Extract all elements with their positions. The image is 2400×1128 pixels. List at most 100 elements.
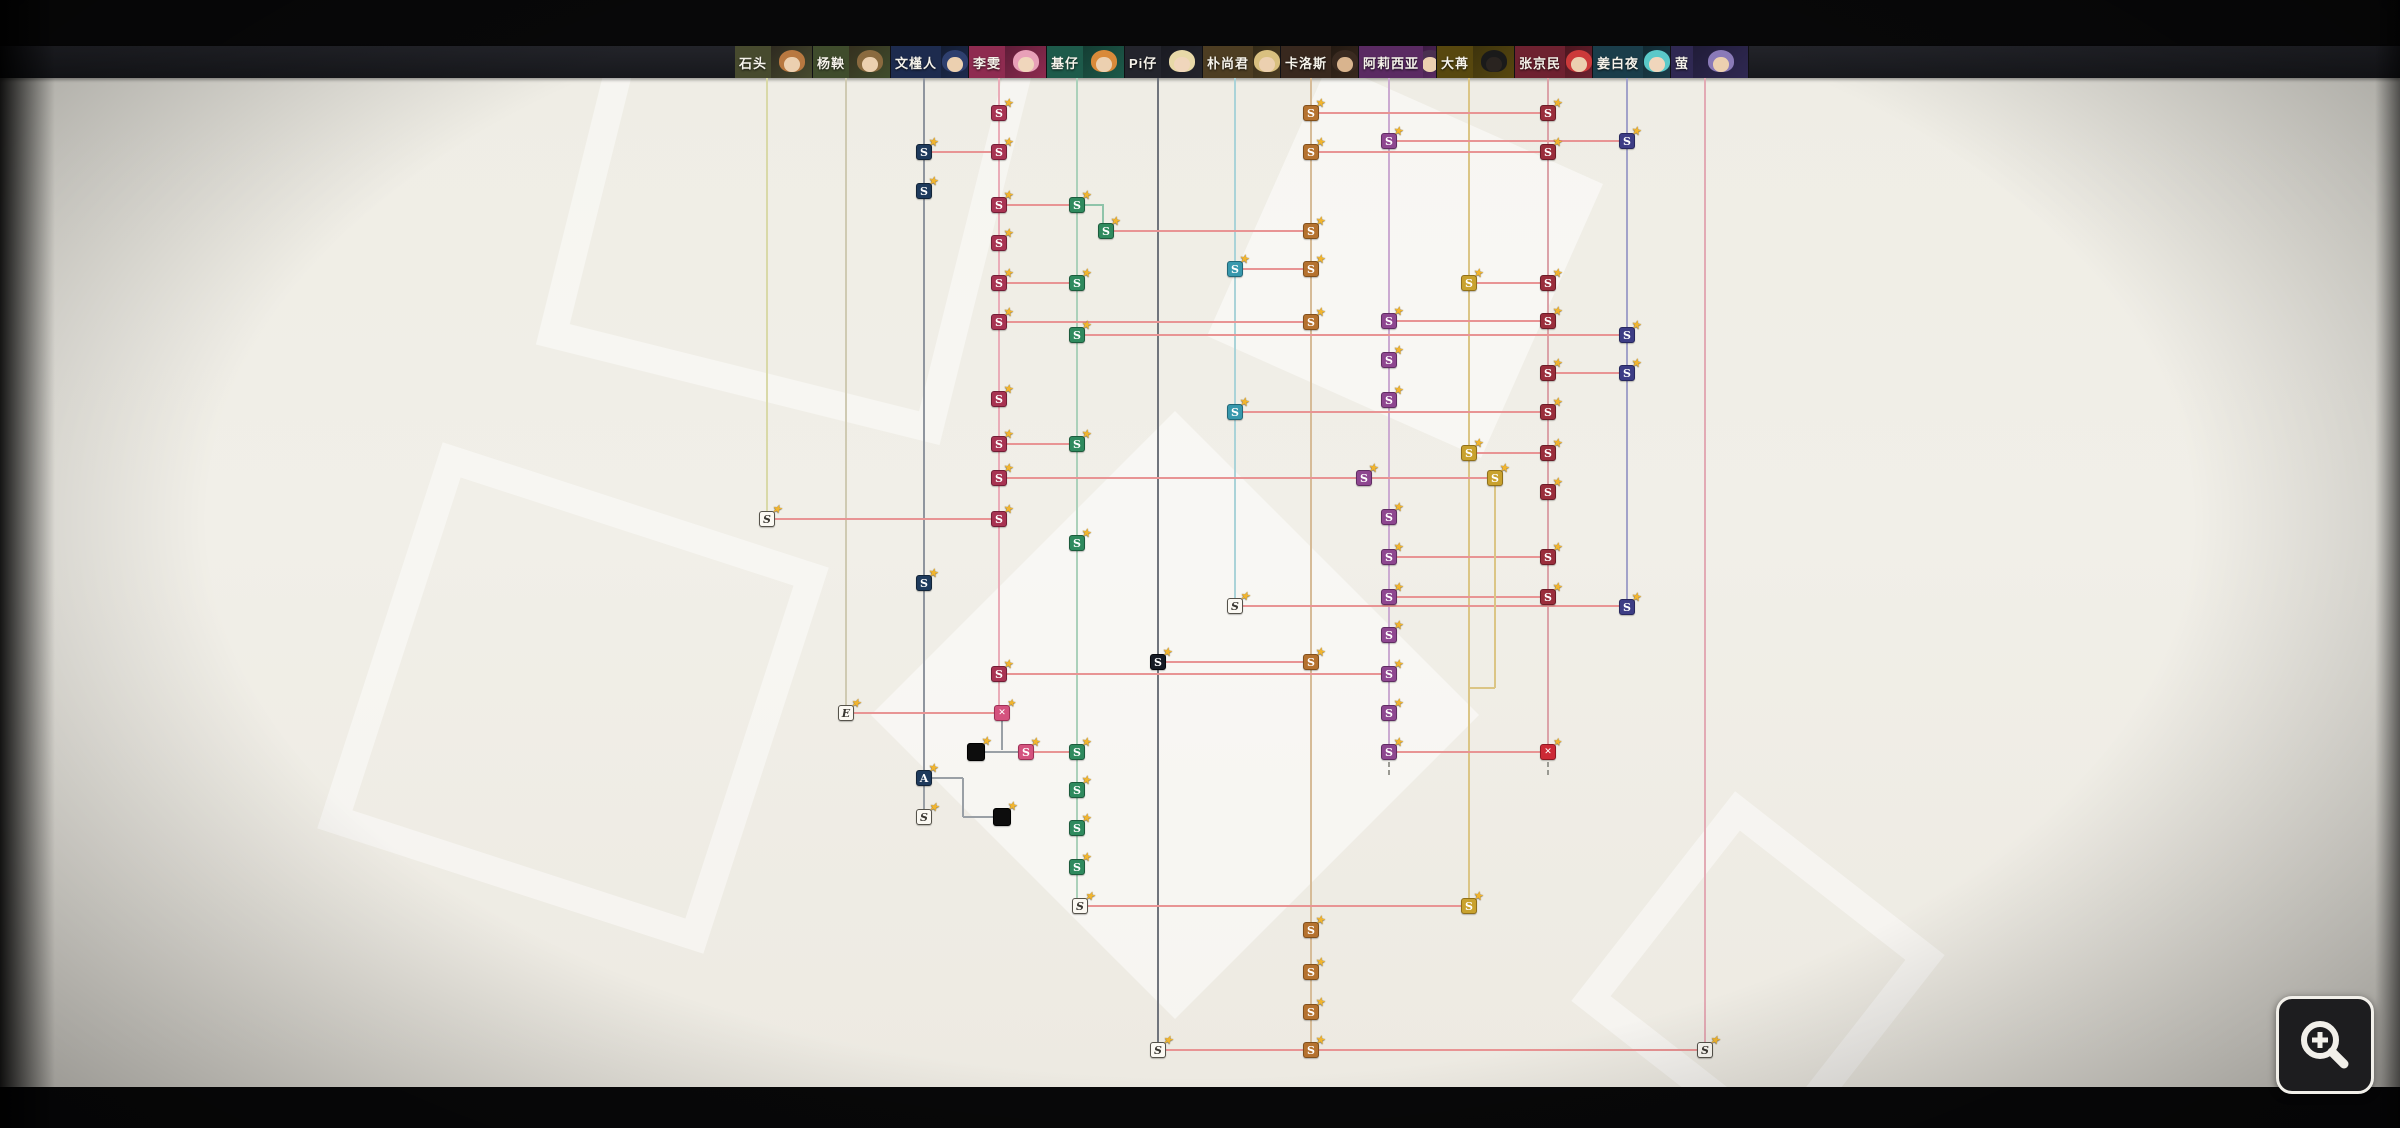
story-node-rank-S[interactable]: S ★ — [1540, 97, 1563, 121]
story-node-rank-S[interactable]: S ★ — [991, 462, 1014, 486]
story-node-rank-S[interactable]: S ★ — [1619, 319, 1642, 343]
story-node-rank-S[interactable]: S ★ — [991, 267, 1014, 291]
story-node-rank-S[interactable]: S ★ — [1150, 1034, 1173, 1058]
story-node-rank-S[interactable]: S ★ — [991, 227, 1014, 251]
story-node-rank-S[interactable]: S ★ — [1018, 736, 1041, 760]
story-node-rank-S[interactable]: S ★ — [1303, 996, 1326, 1020]
story-node-rank-S[interactable]: S ★ — [916, 567, 939, 591]
story-node-rank-S[interactable]: S ★ — [1381, 619, 1404, 643]
story-node-rank-S[interactable]: S ★ — [1227, 253, 1250, 277]
story-connection-line — [1001, 720, 1003, 750]
story-node-rank-S[interactable]: S ★ — [1069, 267, 1092, 291]
character-tab-4[interactable]: 李雯 — [969, 46, 1047, 78]
story-node-rank-S[interactable]: S ★ — [1381, 541, 1404, 565]
story-node-rank-S[interactable]: S ★ — [991, 306, 1014, 330]
story-node-rank-S[interactable]: S ★ — [1303, 253, 1326, 277]
character-tab-10[interactable]: 大苒 — [1437, 46, 1515, 78]
story-node-rank-S[interactable]: S ★ — [759, 503, 782, 527]
character-tab-3[interactable]: 文槿人 — [891, 46, 969, 78]
story-node-rank-S[interactable]: S ★ — [991, 189, 1014, 213]
story-node-rank-S[interactable]: S ★ — [1381, 658, 1404, 682]
story-node-rank-S[interactable]: S ★ — [1303, 646, 1326, 670]
story-node-rank-S[interactable]: S ★ — [1381, 384, 1404, 408]
story-node-rank-S[interactable]: S ★ — [1540, 437, 1563, 461]
story-node-rank-S[interactable]: S ★ — [1303, 306, 1326, 330]
story-node-rank-S[interactable]: S ★ — [1461, 437, 1484, 461]
story-node-rank-S[interactable]: S ★ — [1540, 267, 1563, 291]
story-node-rank-S[interactable]: S ★ — [1069, 736, 1092, 760]
character-tab-11[interactable]: 张京民 — [1515, 46, 1593, 78]
story-node-rank-S[interactable]: S ★ — [991, 503, 1014, 527]
story-node-rank-S[interactable]: S ★ — [1069, 189, 1092, 213]
story-node-rank-S[interactable]: S ★ — [916, 175, 939, 199]
story-node-rank-S[interactable]: S ★ — [1461, 890, 1484, 914]
story-node-rank-failed[interactable]: ✕ ★ — [994, 697, 1017, 721]
story-node-rank-S[interactable]: S ★ — [1381, 125, 1404, 149]
story-node-rank-S[interactable]: S ★ — [1619, 357, 1642, 381]
story-node-rank-S[interactable]: S ★ — [991, 658, 1014, 682]
story-node-rank-S[interactable]: S ★ — [1227, 590, 1250, 614]
story-node-rank-S[interactable]: S ★ — [991, 97, 1014, 121]
character-tab-13[interactable]: 萤 — [1671, 46, 1749, 78]
story-node-rank-S[interactable]: S ★ — [1069, 527, 1092, 551]
story-node-rank-S[interactable]: S ★ — [1227, 396, 1250, 420]
character-tab-6[interactable]: Pi仔 — [1125, 46, 1203, 78]
story-node-rank-S[interactable]: S ★ — [1619, 125, 1642, 149]
story-node-rank-S[interactable]: S ★ — [1069, 428, 1092, 452]
story-node-locked[interactable]: ★ — [993, 800, 1018, 826]
star-icon: ★ — [1552, 437, 1563, 450]
story-node-rank-S[interactable]: S ★ — [1381, 501, 1404, 525]
rank-letter: S — [1307, 145, 1315, 159]
story-node-rank-S[interactable]: S ★ — [916, 136, 939, 160]
character-tab-5[interactable]: 基仔 — [1047, 46, 1125, 78]
story-node-rank-S[interactable]: S ★ — [1150, 646, 1173, 670]
story-node-rank-S[interactable]: S ★ — [1381, 305, 1404, 329]
story-node-rank-S[interactable]: S ★ — [1461, 267, 1484, 291]
story-node-rank-S[interactable]: S ★ — [1069, 851, 1092, 875]
story-node-rank-S[interactable]: S ★ — [916, 801, 939, 825]
story-node-rank-S[interactable]: S ★ — [991, 428, 1014, 452]
character-tab-2[interactable]: 杨鞅 — [813, 46, 891, 78]
story-node-rank-S[interactable]: S ★ — [1303, 97, 1326, 121]
story-node-rank-S[interactable]: S ★ — [1540, 581, 1563, 605]
star-icon: ★ — [1709, 1034, 1720, 1047]
story-node-rank-S[interactable]: S ★ — [1697, 1034, 1720, 1058]
story-node-rank-S[interactable]: S ★ — [1069, 812, 1092, 836]
story-node-rank-S[interactable]: S ★ — [1303, 956, 1326, 980]
character-tab-9[interactable]: 阿莉西亚 — [1359, 46, 1437, 78]
story-node-rank-S[interactable]: S ★ — [1069, 319, 1092, 343]
story-node-rank-A[interactable]: A ★ — [916, 762, 939, 786]
story-node-rank-S[interactable]: S ★ — [1303, 215, 1326, 239]
story-node-rank-S[interactable]: S ★ — [1540, 136, 1563, 160]
story-node-rank-S[interactable]: S ★ — [1069, 774, 1092, 798]
story-node-rank-S[interactable]: S ★ — [1540, 396, 1563, 420]
story-node-rank-S[interactable]: S ★ — [1303, 136, 1326, 160]
character-tab-12[interactable]: 姜白夜 — [1593, 46, 1671, 78]
story-node-rank-S[interactable]: S ★ — [1540, 357, 1563, 381]
rank-letter: ✕ — [998, 708, 1006, 718]
story-node-rank-S[interactable]: S ★ — [1540, 476, 1563, 500]
story-node-rank-S[interactable]: S ★ — [1072, 890, 1095, 914]
story-node-rank-S[interactable]: S ★ — [1487, 462, 1510, 486]
story-node-rank-S[interactable]: S ★ — [1381, 697, 1404, 721]
story-node-rank-S[interactable]: S ★ — [1098, 215, 1121, 239]
story-node-rank-S[interactable]: S ★ — [1381, 736, 1404, 760]
story-node-rank-S[interactable]: S ★ — [1381, 581, 1404, 605]
story-node-rank-S[interactable]: S ★ — [1381, 344, 1404, 368]
character-tab-1[interactable]: 石头 — [735, 46, 813, 78]
story-node-rank-S[interactable]: S ★ — [991, 383, 1014, 407]
story-node-rank-S[interactable]: S ★ — [1356, 462, 1379, 486]
story-node-rank-S[interactable]: S ★ — [1303, 914, 1326, 938]
character-tab-7[interactable]: 朴尚君 — [1203, 46, 1281, 78]
character-tab-8[interactable]: 卡洛斯 — [1281, 46, 1359, 78]
story-node-rank-E[interactable]: E ★ — [838, 697, 861, 721]
story-node-rank-S[interactable]: S ★ — [991, 136, 1014, 160]
story-node-rank-failed[interactable]: ✕ ★ — [1540, 736, 1563, 760]
story-node-rank-S[interactable]: S ★ — [1619, 591, 1642, 615]
story-node-locked[interactable]: ★ — [967, 735, 992, 761]
rank-letter: S — [995, 198, 1003, 212]
story-node-rank-S[interactable]: S ★ — [1540, 541, 1563, 565]
story-node-rank-S[interactable]: S ★ — [1540, 305, 1563, 329]
story-node-rank-S[interactable]: S ★ — [1303, 1034, 1326, 1058]
zoom-in-button[interactable] — [2276, 996, 2374, 1094]
